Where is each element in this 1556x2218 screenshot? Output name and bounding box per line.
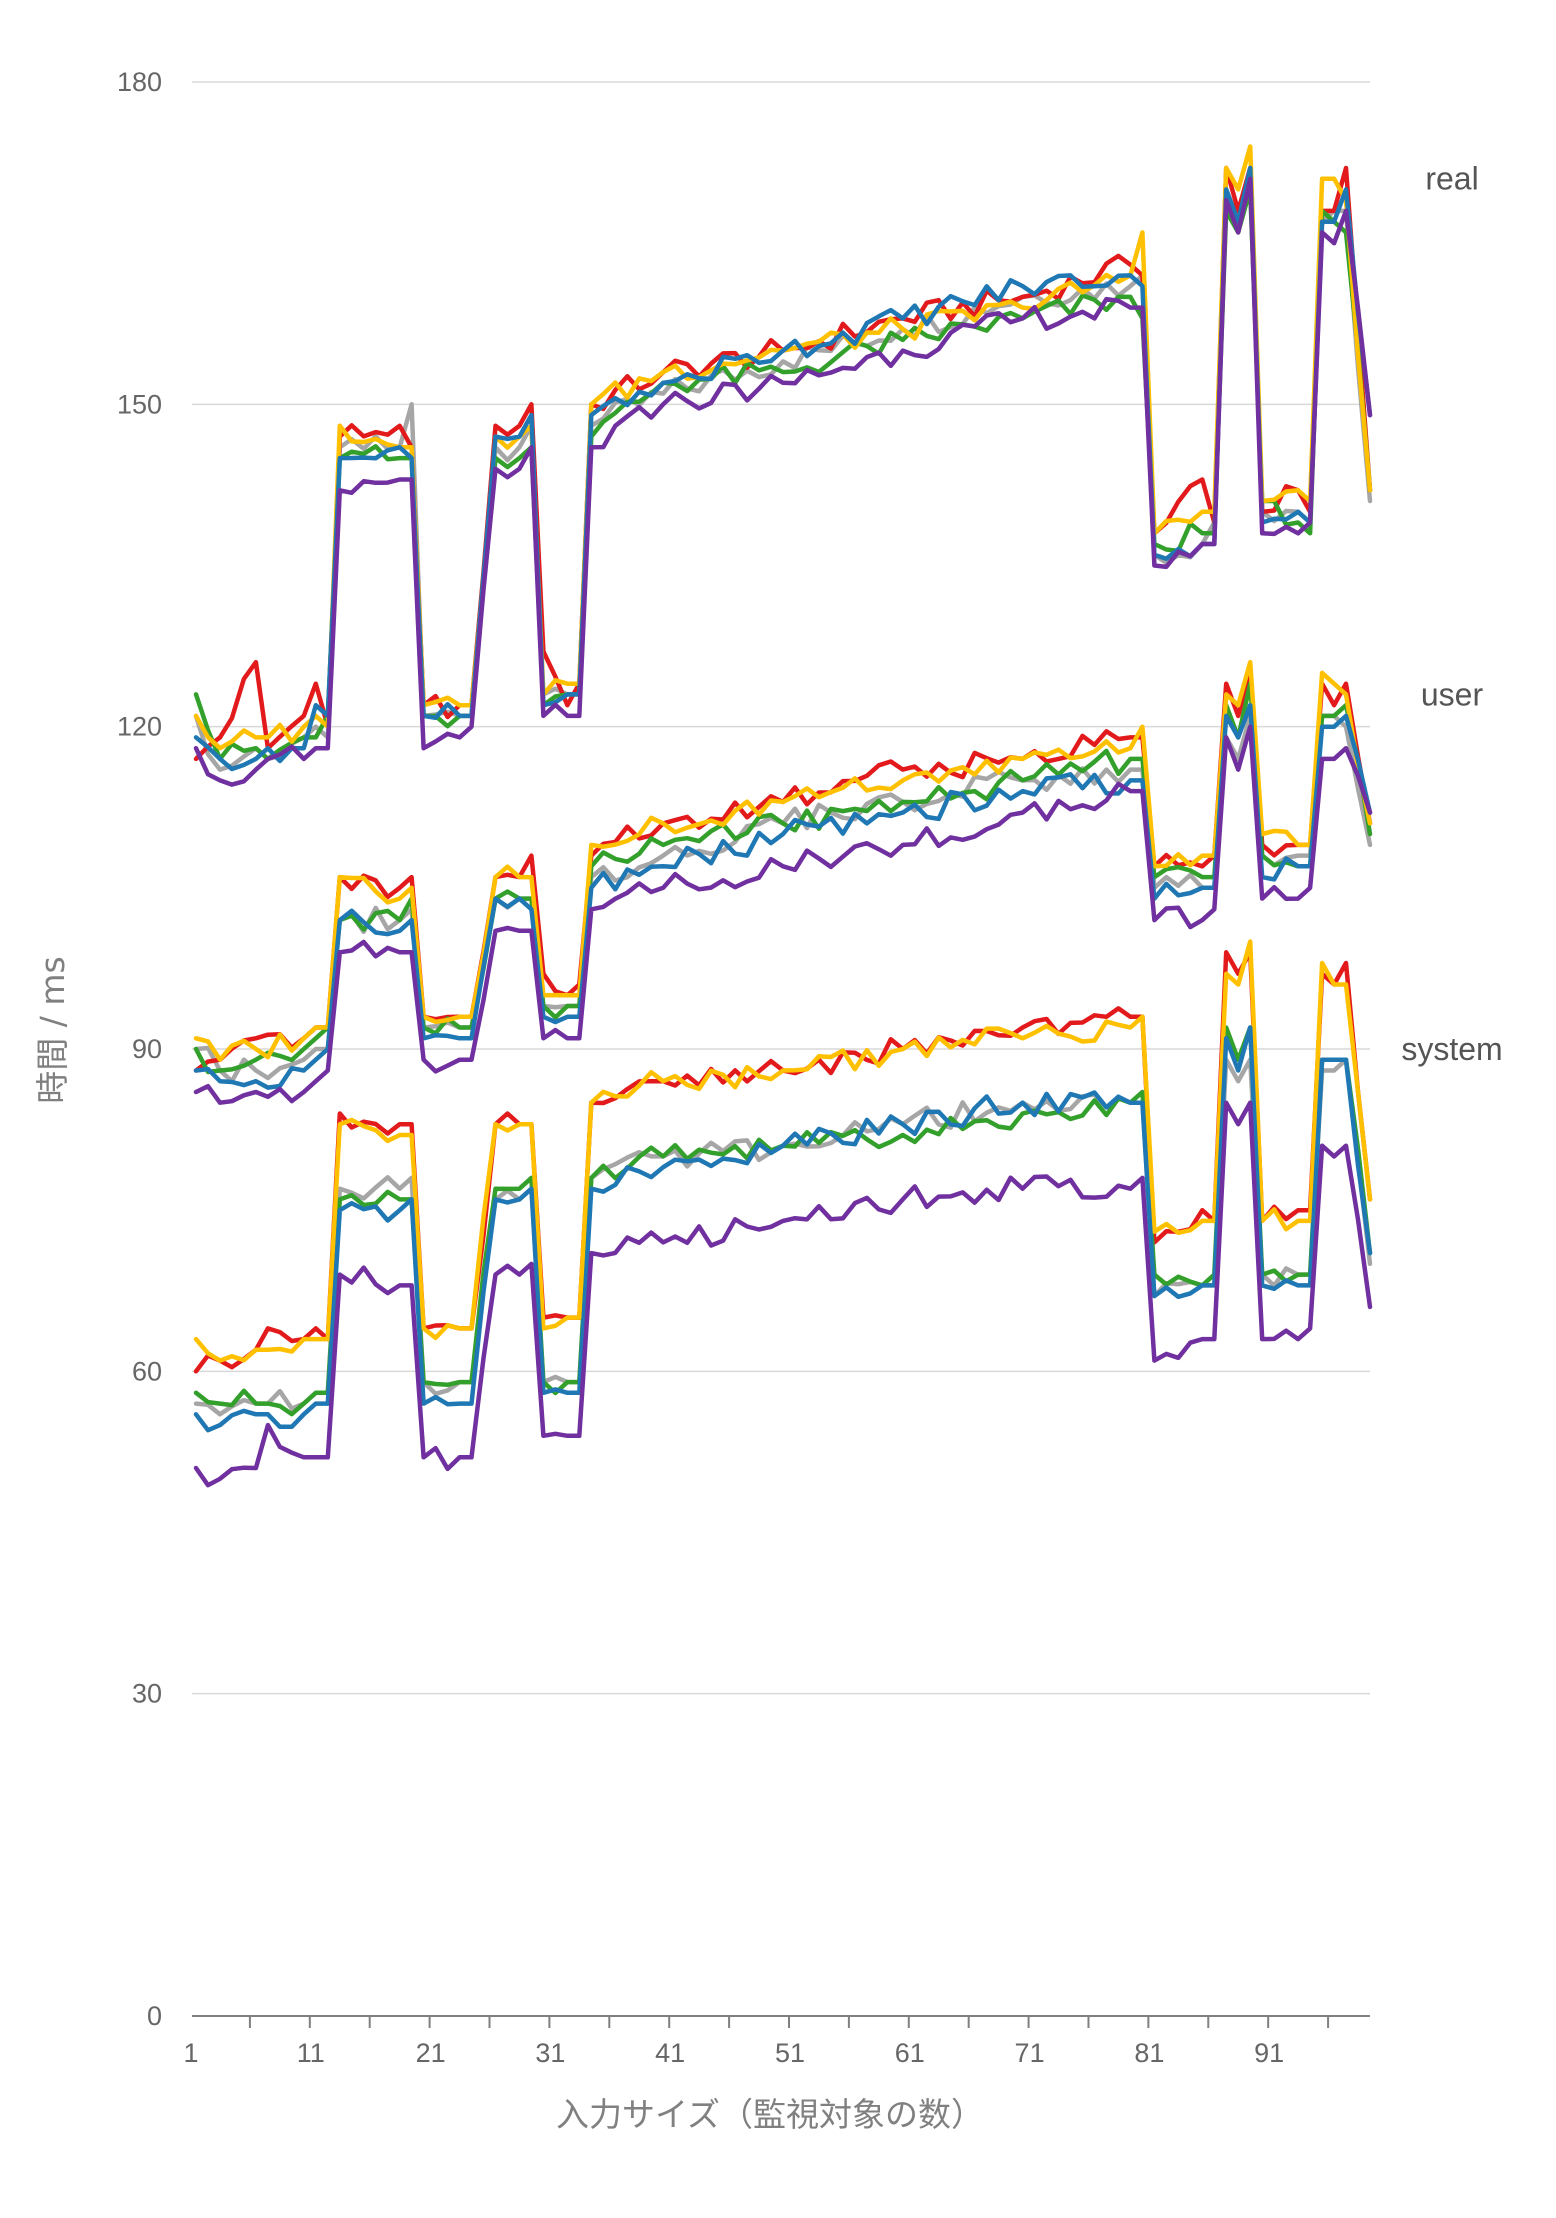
x-tick-label-11: 11 [297,2038,325,2068]
x-tick-label-51: 51 [775,2038,805,2068]
x-tick-label-71: 71 [1015,2038,1045,2068]
series-group-label-system: system [1401,1031,1502,1067]
x-tick-label-61: 61 [895,2038,925,2068]
series-user-5 [193,702,1373,1090]
series-system-4 [193,939,1373,1363]
y-tick-label-30: 30 [132,1679,162,1709]
series-system-2 [193,950,1373,1374]
x-tick-label-81: 81 [1134,2038,1164,2068]
series-user-4 [193,659,1373,1062]
y-tick-label-60: 60 [132,1356,162,1386]
series-user-6 [193,724,1373,1105]
y-tick-label-120: 120 [117,712,162,742]
x-axis-title: 入力サイズ（監視対象の数） [556,2095,984,2134]
y-tick-labels: 0 30 60 90 120 150 180 [117,67,162,2031]
x-tick-labels: 1 11 21 31 41 51 61 71 81 91 [183,2038,1284,2068]
x-tick-label-1: 1 [183,2038,198,2068]
y-tick-label-180: 180 [117,67,162,97]
x-tick-label-91: 91 [1254,2038,1284,2068]
x-tick-label-21: 21 [416,2038,446,2068]
y-tick-label-150: 150 [117,389,162,419]
series-real-5 [193,165,1373,772]
series-user-3 [193,681,1373,1075]
series-real-3 [193,187,1373,762]
series-system-5 [193,1025,1373,1433]
series-group-label-real: real [1425,161,1478,197]
x-axis [192,2015,1370,2028]
group-labels: real user system [1401,161,1502,1067]
x-tick-label-31: 31 [535,2038,565,2068]
series-lines [193,144,1373,1488]
y-axis-title: 時間 / ms [33,956,72,1103]
series-system-1 [193,1057,1373,1417]
y-tick-label-90: 90 [132,1034,162,1064]
series-real-6 [193,176,1373,787]
series-group-label-user: user [1421,676,1484,712]
gridlines [192,81,1370,1695]
series-system-6 [193,1100,1373,1488]
x-tick-label-41: 41 [655,2038,685,2068]
series-real-2 [193,165,1373,762]
series-real-1 [193,187,1373,772]
series-user-1 [193,713,1373,1084]
y-tick-label-0: 0 [147,2001,162,2031]
